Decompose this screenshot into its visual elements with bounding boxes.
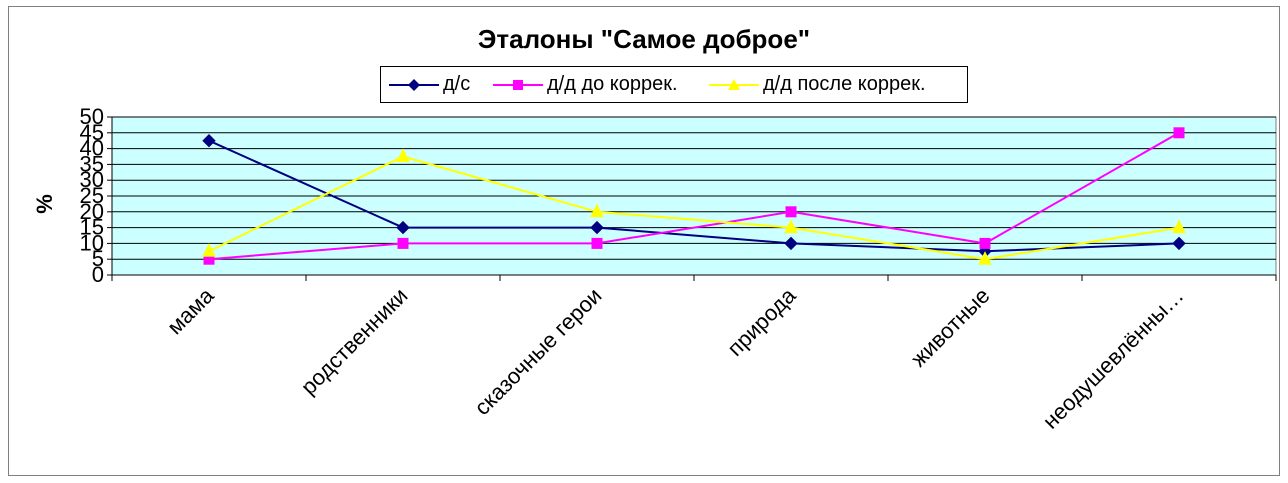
y-tick-label: 25: [80, 183, 104, 208]
y-tick-label: 35: [80, 151, 104, 176]
legend-label-series-1: д/с: [443, 73, 471, 95]
legend-label-series-3: д/д после коррек.: [763, 73, 926, 95]
chart-title: Эталоны "Самое доброе": [477, 24, 811, 54]
legend-item-series-1: д/с: [389, 67, 470, 102]
data-point-series-2: [1173, 127, 1185, 139]
series-line-1: [208, 139, 1180, 253]
legend-item-series-3: д/д после коррек.: [709, 67, 926, 102]
data-point-series-3: [396, 148, 410, 162]
legend-swatch-series-2: [493, 79, 543, 90]
y-tick-label: 0: [92, 262, 104, 287]
legend-swatch-series-3: [709, 78, 759, 90]
data-point-series-2: [397, 237, 409, 249]
data-point-series-1: [396, 220, 410, 235]
y-axis-label: %: [32, 194, 57, 214]
y-tick-label: 15: [80, 215, 104, 240]
data-point-series-3: [202, 243, 216, 257]
x-tick-label: сказочные герои: [469, 283, 606, 420]
data-point-series-3: [784, 219, 798, 234]
legend-label-series-2: д/д до коррек.: [547, 73, 678, 95]
data-point-series-2: [979, 237, 991, 249]
data-point-series-1: [784, 236, 798, 251]
y-tick-label: 45: [80, 120, 104, 145]
legend-swatch-series-1: [389, 78, 439, 91]
data-point-series-1: [1172, 236, 1186, 251]
data-point-series-2: [785, 206, 797, 218]
y-tick-label: 5: [92, 246, 104, 271]
x-tick-label: неодушевлённы…: [1038, 283, 1189, 434]
data-point-series-1: [202, 133, 216, 148]
data-point-series-3: [590, 203, 604, 218]
y-tick-label: 20: [80, 199, 104, 224]
x-tick-label: мама: [162, 282, 219, 339]
data-point-series-3: [978, 251, 992, 265]
data-point-series-2: [591, 237, 603, 249]
legend: д/с д/д до коррек. д/д после коррек.: [380, 66, 968, 103]
y-tick-label: 30: [80, 167, 104, 192]
series-line-3: [208, 155, 1180, 261]
legend-item-series-2: д/д до коррек.: [493, 67, 678, 102]
x-tick-label: родственники: [296, 283, 413, 400]
data-point-series-3: [1172, 219, 1186, 234]
y-tick-label: 50: [80, 104, 104, 129]
y-tick-label: 40: [80, 136, 104, 161]
y-tick-label: 10: [80, 230, 104, 255]
x-tick-label: природа: [722, 282, 801, 361]
series-line-2: [208, 131, 1180, 261]
data-point-series-1: [590, 220, 604, 235]
x-tick-label: животные: [906, 283, 995, 372]
